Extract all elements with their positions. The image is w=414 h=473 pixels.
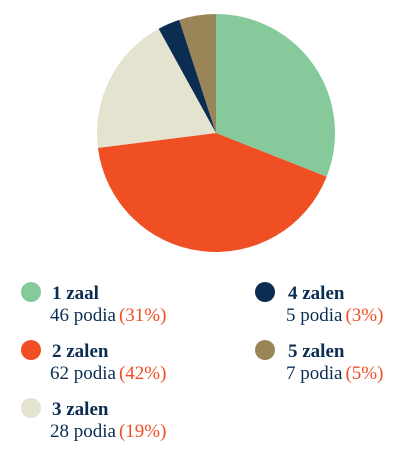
- legend-label: 2 zalen: [52, 341, 109, 362]
- count-label: 46 podia: [50, 305, 117, 326]
- legend-swatch: [21, 398, 41, 418]
- pie-slice: [97, 133, 327, 253]
- percent-label: (19%): [119, 421, 166, 442]
- count-label: 28 podia: [50, 421, 117, 442]
- legend-label: 4 zalen: [288, 283, 345, 304]
- legend-count: 7 podia (5%): [286, 363, 383, 384]
- legend-count: 62 podia (42%): [50, 363, 166, 384]
- legend-label: 1 zaal: [52, 283, 99, 304]
- pie-slice: [96, 28, 216, 148]
- legend-label: 5 zalen: [288, 341, 345, 362]
- pie-slice: [216, 14, 335, 177]
- count-label: 5 podia: [286, 305, 343, 326]
- percent-label: (31%): [119, 305, 166, 326]
- legend-swatch: [255, 282, 275, 302]
- pie-slice: [179, 14, 216, 133]
- legend-swatch: [21, 340, 41, 360]
- count-label: 62 podia: [50, 363, 117, 384]
- legend-swatch: [21, 282, 41, 302]
- pie-slice: [158, 19, 216, 134]
- count-label: 7 podia: [286, 363, 343, 384]
- legend-count: 28 podia (19%): [50, 421, 166, 442]
- legend-count: 46 podia (31%): [50, 305, 166, 326]
- legend-swatch: [255, 340, 275, 360]
- legend-count: 5 podia (3%): [286, 305, 383, 326]
- percent-label: (42%): [119, 363, 166, 384]
- percent-label: (5%): [345, 363, 383, 384]
- percent-label: (3%): [345, 305, 383, 326]
- legend-label: 3 zalen: [52, 399, 109, 420]
